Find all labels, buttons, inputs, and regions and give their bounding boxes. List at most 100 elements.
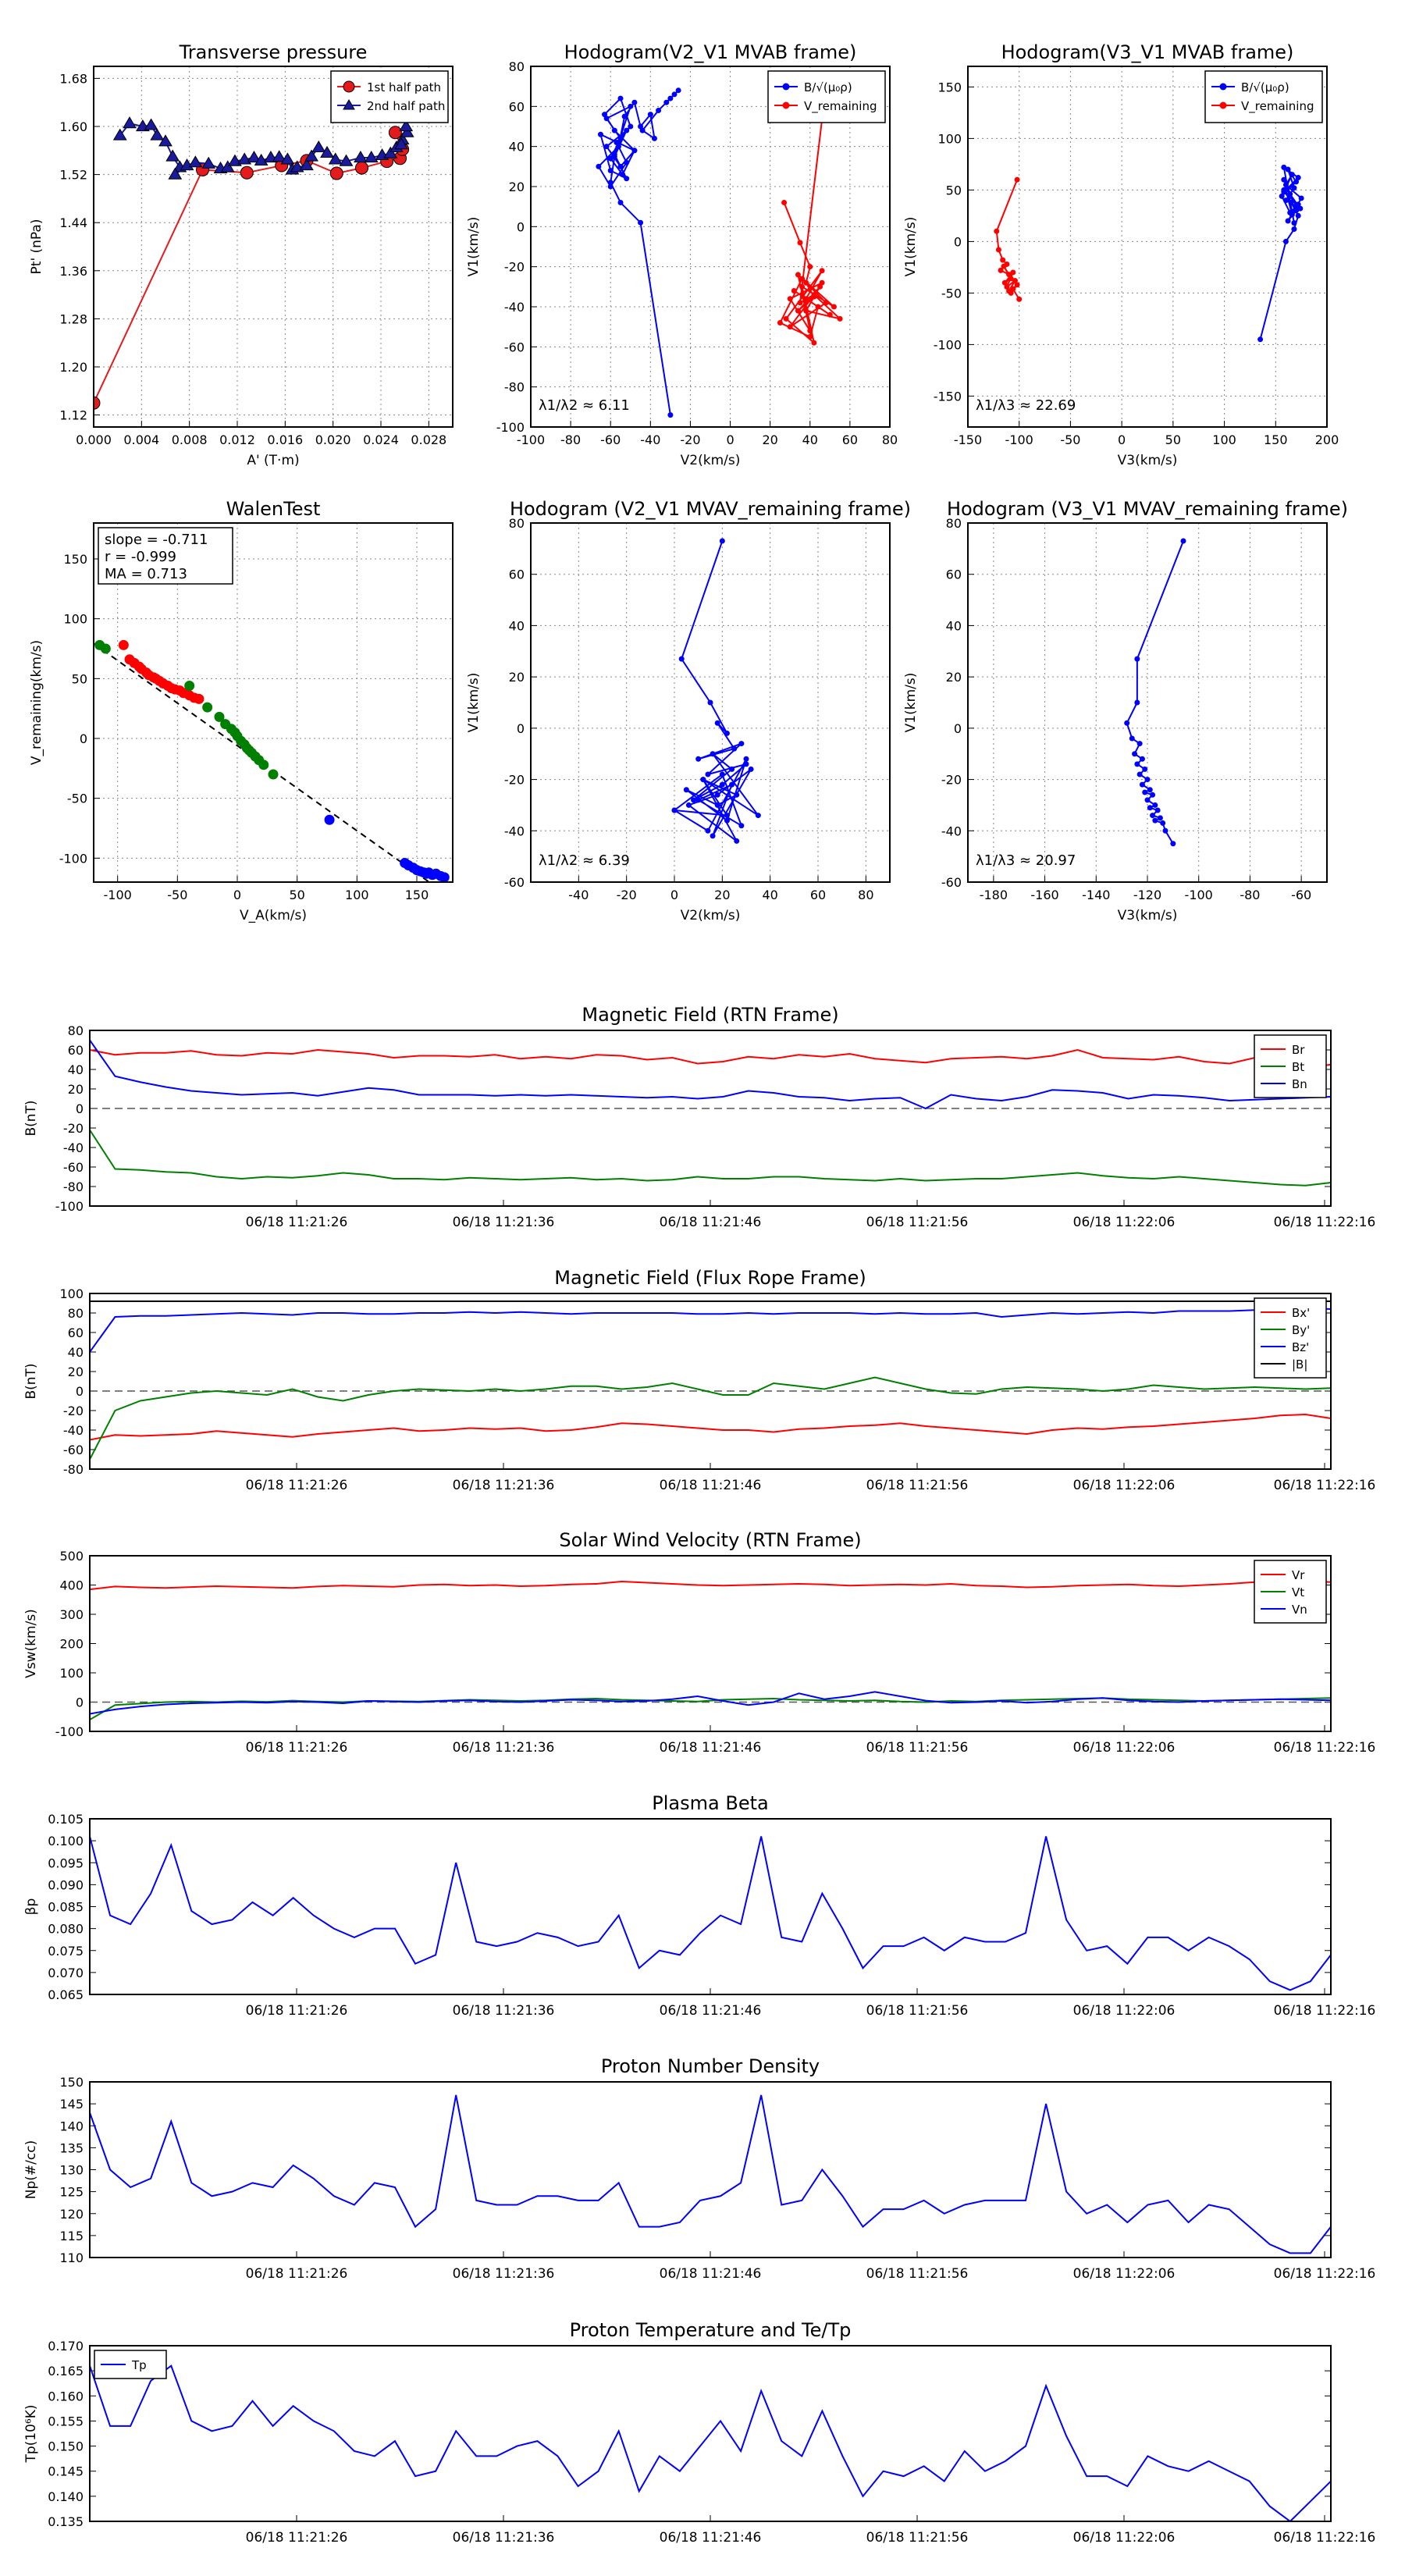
- legend-label: Bn: [1292, 1077, 1307, 1091]
- stats-box: [98, 527, 233, 585]
- plot-area: [90, 1836, 1331, 1991]
- y-tick-label: 0.140: [48, 2489, 84, 2504]
- data-point: [1142, 766, 1148, 772]
- data-point: [671, 91, 678, 98]
- data-point: [795, 308, 801, 314]
- x-tick-label: 06/18 11:22:16: [1274, 2530, 1376, 2546]
- legend: Bx' By' Bz' |B|: [1254, 1297, 1327, 1379]
- y-tick-label: 80: [509, 59, 525, 74]
- hodogram-v3-v1-mvav-chart: -180 -160 -140 -120 -100 -80 -60 -60 -40 -20 0 20 40…: [903, 498, 1348, 923]
- y-tick-label: -20: [504, 773, 525, 788]
- y-tick-label: 145: [59, 2097, 84, 2112]
- plot-frame: [89, 1555, 1332, 1732]
- data-point: [94, 396, 101, 410]
- data-point: [247, 151, 261, 163]
- data-point: [1289, 212, 1295, 218]
- y-tick-label: 80: [68, 1023, 84, 1038]
- y-tick-label: 40: [68, 1345, 84, 1360]
- eigenvalue-ratio: λ1/λ2 ≈ 6.11: [539, 397, 630, 414]
- data-point: [1001, 279, 1008, 286]
- x-tick-label: -100: [1005, 432, 1033, 447]
- x-tick-label: 06/18 11:21:46: [660, 2266, 762, 2282]
- y-tick-label: -50: [67, 792, 87, 806]
- x-tick-label: 06/18 11:21:26: [246, 2266, 348, 2282]
- x-tick-label: 06/18 11:21:46: [660, 1478, 762, 1493]
- y-tick-label: 0.160: [48, 2389, 84, 2403]
- data-point: [607, 180, 614, 186]
- x-tick-label: 50: [289, 888, 304, 902]
- data-point: [158, 134, 173, 147]
- legend: B/√(μ₀ρ) V_remaining: [1204, 70, 1323, 123]
- y-tick-label: -60: [941, 875, 962, 890]
- legend-box: [1254, 1297, 1327, 1379]
- y-tick-label: 1.52: [59, 168, 87, 183]
- proton-temperature-chart: 0.135 0.140 0.145 0.150 0.155 0.160 0.165 0.170…: [23, 2319, 1375, 2546]
- x-tick-label: 06/18 11:22:06: [1073, 2530, 1176, 2546]
- data-point: [1282, 187, 1289, 193]
- x-axis-label: V_A(km/s): [240, 908, 307, 923]
- y-tick-label: 60: [946, 568, 962, 582]
- series-line-vr: [90, 1580, 1331, 1591]
- y-tick-label: 1.20: [59, 360, 87, 375]
- data-point: [258, 760, 269, 770]
- legend-marker: [782, 101, 790, 109]
- y-axis-label: V_remaining(km/s): [29, 640, 44, 765]
- data-point: [678, 656, 685, 662]
- hodogram-v2-v1-mvav-chart: -40 -20 0 20 40 60 80-60-40-20020406080Hodogra…: [466, 498, 911, 923]
- x-tick-label: 40: [762, 888, 777, 902]
- series-line-v-remaining: [779, 86, 843, 345]
- y-tick-label: 300: [59, 1607, 84, 1622]
- y-tick-label: 0: [76, 1695, 84, 1710]
- data-point: [994, 228, 1000, 234]
- transverse-pressure-chart: 0.000 0.004 0.008 0.012 0.016 0.020 0.024 0.028…: [29, 41, 454, 468]
- magnetic-field-flux-rope-chart: -80 -60 -40 -20 0 20 40 60 80 100 06/18 11:21:26 06…: [23, 1267, 1375, 1493]
- data-point: [1291, 185, 1297, 191]
- y-tick-label: 0: [80, 731, 87, 746]
- data-point: [811, 292, 817, 298]
- data-point: [1157, 815, 1163, 821]
- legend-label: Vt: [1292, 1585, 1304, 1599]
- data-point: [647, 112, 653, 118]
- data-point: [1180, 538, 1186, 544]
- y-tick-label: 0.135: [48, 2514, 84, 2529]
- legend-marker: [343, 80, 355, 93]
- x-tick-label: -40: [640, 432, 660, 447]
- chart-title: Proton Number Density: [601, 2055, 820, 2077]
- data-point: [201, 156, 216, 169]
- x-tick-label: 150: [1264, 432, 1288, 447]
- y-tick-label: 80: [68, 1306, 84, 1321]
- y-tick-label: 130: [59, 2163, 84, 2178]
- data-point: [123, 116, 137, 129]
- data-point: [1150, 813, 1156, 819]
- x-tick-label: 06/18 11:21:56: [866, 2530, 969, 2546]
- data-point: [1014, 282, 1020, 288]
- data-point: [797, 240, 803, 246]
- data-point: [1285, 166, 1291, 173]
- plot-frame: [89, 2345, 1332, 2522]
- x-tick-label: 200: [1315, 432, 1339, 447]
- data-point: [1139, 756, 1145, 762]
- magnetic-field-rtn-chart: -100 -80 -60 -40 -20 0 20 40 60 80 06/18 11:21:26 0…: [23, 1004, 1375, 1230]
- data-point: [628, 103, 634, 109]
- data-point: [738, 823, 745, 829]
- x-tick-label: 100: [345, 888, 369, 902]
- y-tick-label: -60: [63, 1160, 84, 1175]
- data-point: [1144, 797, 1151, 803]
- y-tick-label: -100: [55, 1199, 84, 1214]
- legend: Tp: [94, 2350, 167, 2379]
- y-tick-label: 500: [59, 1549, 84, 1564]
- y-tick-label: 40: [946, 618, 962, 633]
- y-tick-label: 0.065: [48, 1987, 84, 2002]
- data-point: [394, 137, 408, 150]
- solar-wind-velocity-chart: -100 0 100 200 300 400 500 06/18 11:21:26 06/18 …: [23, 1529, 1375, 1756]
- data-point: [731, 745, 738, 752]
- series-line-bx: [90, 1413, 1331, 1441]
- x-tick-label: 06/18 11:21:46: [660, 2530, 762, 2546]
- data-point: [1000, 257, 1006, 263]
- x-tick-label: 06/18 11:21:26: [246, 1740, 348, 1756]
- data-point: [399, 119, 414, 132]
- y-tick-label: 150: [63, 552, 87, 567]
- chart-title: Plasma Beta: [652, 1792, 768, 1814]
- y-tick-label: 0: [76, 1384, 84, 1399]
- data-point: [596, 163, 602, 169]
